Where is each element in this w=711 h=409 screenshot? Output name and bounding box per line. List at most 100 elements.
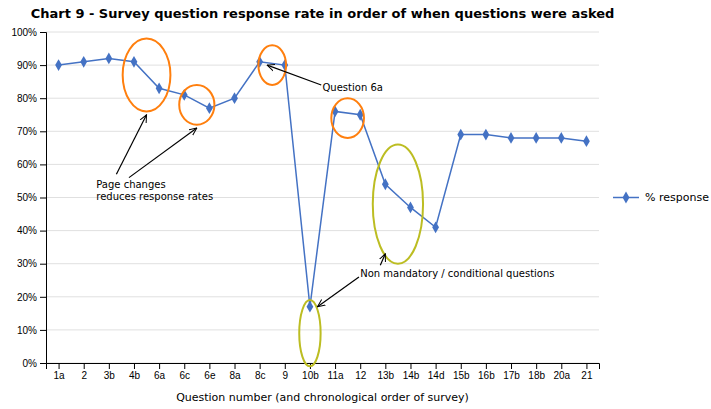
plot: 0% 10% 20% 30% 40% 50% 60% 70% 80% 90% 100% 1a 2 3b 4b… <box>11 27 599 381</box>
tick: 4b <box>129 363 141 381</box>
grid-line <box>46 263 599 264</box>
tick-label: 2 <box>81 370 87 381</box>
annotation-arrow <box>129 128 197 178</box>
tick-label: 40% <box>17 225 37 236</box>
grid-line <box>46 164 599 165</box>
tick-mark <box>209 363 210 369</box>
tick-label: 12 <box>355 370 367 381</box>
tick-label: 15b <box>453 370 470 381</box>
tick-mark <box>436 363 437 369</box>
tick-mark <box>536 363 537 369</box>
highlight-ellipse <box>123 39 171 112</box>
tick: 40% <box>17 225 46 236</box>
annotation-arrow <box>317 277 358 307</box>
data-point <box>55 59 62 71</box>
annotation-arrow <box>267 65 321 85</box>
data-point <box>307 301 314 313</box>
tick-mark <box>385 363 386 369</box>
data-point <box>80 56 87 68</box>
annotation-arrow <box>380 254 385 266</box>
tick-mark <box>40 98 46 99</box>
tick: 8a <box>229 363 241 381</box>
tick-label: 14b <box>403 370 420 381</box>
tick-mark <box>40 131 46 132</box>
highlight-ellipse <box>179 85 214 125</box>
legend-item: % response <box>613 191 709 204</box>
x-axis: 1a23b4b6a6c6e8a8c910b11a1213b14b14d15b16… <box>47 363 600 381</box>
tick-mark <box>84 363 85 369</box>
annotation: Non mandatory / conditional questions <box>360 268 554 279</box>
tick-mark <box>511 363 512 369</box>
tick: 17b <box>503 363 520 381</box>
annotation: Question 6a <box>323 82 383 93</box>
legend-marker <box>623 192 630 204</box>
data-point <box>432 221 439 233</box>
tick-label: 70% <box>17 126 37 137</box>
tick-label: 6e <box>204 370 216 381</box>
tick: 100% <box>11 27 46 38</box>
tick: 2 <box>81 363 87 381</box>
chart: 0% 10% 20% 30% 40% 50% 60% 70% 80% 90% 100% 1a 2 3b 4b… <box>0 0 711 409</box>
data-point <box>131 56 138 68</box>
tick-mark <box>40 231 46 232</box>
tick: 6a <box>154 363 166 381</box>
tick-mark <box>134 363 135 369</box>
tick-mark <box>486 363 487 369</box>
grid-line <box>46 131 599 132</box>
tick-mark <box>40 65 46 66</box>
tick: 80% <box>17 93 46 104</box>
tick: 12 <box>355 363 367 381</box>
tick: 1a <box>54 363 66 381</box>
tick-label: 21 <box>581 370 593 381</box>
grid-line <box>46 230 599 231</box>
data-point <box>382 178 389 190</box>
tick: 18b <box>528 363 545 381</box>
highlight-ellipse <box>299 300 320 366</box>
tick-label: 30% <box>17 258 37 269</box>
data-point <box>231 92 238 104</box>
tick-label: 18b <box>528 370 545 381</box>
grid-line <box>46 296 599 297</box>
tick: 3b <box>104 363 116 381</box>
tick-label: 9 <box>283 370 289 381</box>
tick-mark <box>461 363 462 369</box>
data-point <box>508 132 515 144</box>
annotation: Page changesreduces response rates <box>96 179 213 202</box>
title: Chart 9 - Survey question response rate … <box>31 6 615 21</box>
tick-label: 10% <box>17 325 37 336</box>
highlight-ellipse <box>331 98 364 138</box>
tick: 9 <box>283 363 289 381</box>
tick-mark <box>360 363 361 369</box>
data-point <box>457 129 464 141</box>
tick: 90% <box>17 60 46 71</box>
tick-label: 8c <box>255 370 266 381</box>
tick: 11a <box>328 363 344 381</box>
tick-mark <box>260 363 261 369</box>
tick-label: 4b <box>129 370 141 381</box>
axis-line <box>40 33 47 364</box>
tick-label: 20% <box>17 292 37 303</box>
tick-label: 14d <box>428 370 445 381</box>
tick: 10% <box>17 325 46 336</box>
tick-mark <box>109 363 110 369</box>
tick-mark <box>40 330 46 331</box>
tick: 14b <box>403 363 420 381</box>
tick: 20a <box>553 363 570 381</box>
tick-label: 0% <box>23 358 38 369</box>
grid-line <box>46 32 599 33</box>
x-axis-title: Question number (and chronological order… <box>176 391 469 404</box>
tick: 6e <box>204 363 216 381</box>
tick-mark <box>40 164 46 165</box>
tick: 6c <box>179 363 190 381</box>
tick-mark <box>40 264 46 265</box>
annotations: Page changesreduces response rates Questi… <box>96 39 554 367</box>
tick: 60% <box>17 159 46 170</box>
grid-line <box>46 65 599 66</box>
tick: 30% <box>17 258 46 269</box>
tick: 50% <box>17 192 46 203</box>
grid <box>46 32 599 363</box>
tick-label: 20a <box>553 370 570 381</box>
tick-mark <box>40 297 46 298</box>
tick-label: 50% <box>17 192 37 203</box>
tick-label: 13b <box>377 370 394 381</box>
